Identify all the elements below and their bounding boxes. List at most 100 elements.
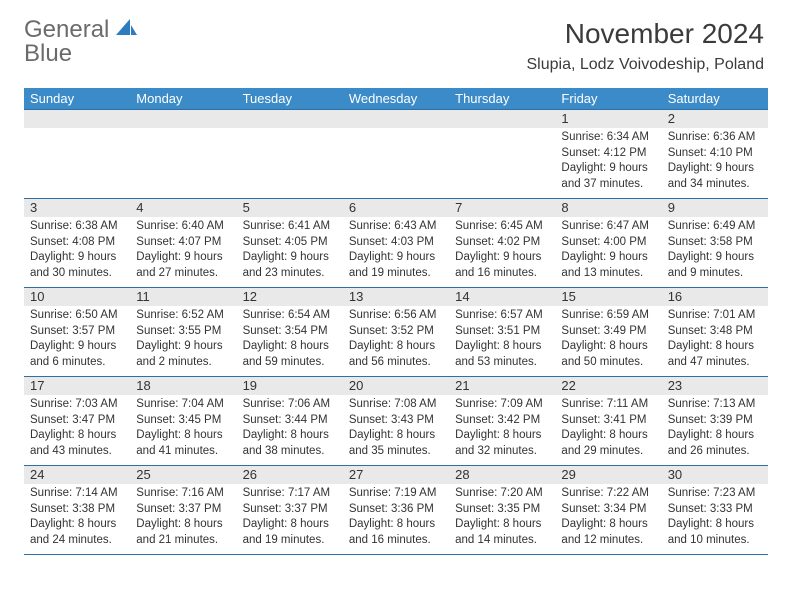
info-line: Sunset: 4:03 PM xyxy=(349,235,443,251)
info-row: Sunrise: 6:34 AMSunset: 4:12 PMDaylight:… xyxy=(24,128,768,198)
date-number: 29 xyxy=(555,466,661,484)
info-line: Sunrise: 6:47 AM xyxy=(561,219,655,235)
info-line: Sunset: 3:47 PM xyxy=(30,413,124,429)
date-number: 17 xyxy=(24,377,130,395)
info-line: Sunset: 3:57 PM xyxy=(30,324,124,340)
logo-word2: Blue xyxy=(24,40,72,67)
info-line: and 35 minutes. xyxy=(349,444,443,460)
day-info: Sunrise: 7:08 AMSunset: 3:43 PMDaylight:… xyxy=(343,395,449,465)
day-info: Sunrise: 7:04 AMSunset: 3:45 PMDaylight:… xyxy=(130,395,236,465)
info-line: and 10 minutes. xyxy=(668,533,762,549)
info-line: Sunset: 3:35 PM xyxy=(455,502,549,518)
dow-cell: Tuesday xyxy=(237,88,343,109)
info-line: Daylight: 8 hours xyxy=(455,517,549,533)
info-line: Daylight: 9 hours xyxy=(561,161,655,177)
header: General Blue November 2024 Slupia, Lodz … xyxy=(0,0,792,74)
info-line: Sunset: 3:36 PM xyxy=(349,502,443,518)
info-line: Sunrise: 7:06 AM xyxy=(243,397,337,413)
info-line: Daylight: 8 hours xyxy=(30,517,124,533)
date-row: 10111213141516 xyxy=(24,287,768,306)
info-line: and 41 minutes. xyxy=(136,444,230,460)
info-line: and 13 minutes. xyxy=(561,266,655,282)
info-line: Sunset: 3:51 PM xyxy=(455,324,549,340)
info-line: and 53 minutes. xyxy=(455,355,549,371)
info-line: Daylight: 8 hours xyxy=(561,339,655,355)
info-line: Sunset: 4:10 PM xyxy=(668,146,762,162)
date-number: 2 xyxy=(662,110,768,128)
date-number: 1 xyxy=(555,110,661,128)
day-info: Sunrise: 6:52 AMSunset: 3:55 PMDaylight:… xyxy=(130,306,236,376)
date-number: 19 xyxy=(237,377,343,395)
info-line: Sunset: 3:55 PM xyxy=(136,324,230,340)
info-line: Sunset: 3:41 PM xyxy=(561,413,655,429)
day-info xyxy=(343,128,449,198)
info-line: Sunset: 3:33 PM xyxy=(668,502,762,518)
day-info: Sunrise: 6:40 AMSunset: 4:07 PMDaylight:… xyxy=(130,217,236,287)
date-number: 21 xyxy=(449,377,555,395)
info-line: Sunrise: 7:14 AM xyxy=(30,486,124,502)
info-line: Daylight: 8 hours xyxy=(136,428,230,444)
date-number: 4 xyxy=(130,199,236,217)
date-number xyxy=(130,110,236,128)
date-row: 12 xyxy=(24,109,768,128)
date-number: 14 xyxy=(449,288,555,306)
month-title: November 2024 xyxy=(526,18,764,50)
info-line: and 9 minutes. xyxy=(668,266,762,282)
date-number: 30 xyxy=(662,466,768,484)
info-line: Sunrise: 6:38 AM xyxy=(30,219,124,235)
day-of-week-header: SundayMondayTuesdayWednesdayThursdayFrid… xyxy=(24,88,768,109)
day-info xyxy=(130,128,236,198)
date-number: 25 xyxy=(130,466,236,484)
dow-cell: Monday xyxy=(130,88,236,109)
date-number xyxy=(343,110,449,128)
day-info: Sunrise: 6:36 AMSunset: 4:10 PMDaylight:… xyxy=(662,128,768,198)
info-line: Sunset: 3:52 PM xyxy=(349,324,443,340)
info-line: and 37 minutes. xyxy=(561,177,655,193)
info-line: Sunrise: 6:41 AM xyxy=(243,219,337,235)
date-number: 27 xyxy=(343,466,449,484)
info-line: Daylight: 8 hours xyxy=(349,517,443,533)
logo-text: General Blue xyxy=(24,18,138,66)
day-info: Sunrise: 7:11 AMSunset: 3:41 PMDaylight:… xyxy=(555,395,661,465)
date-number: 9 xyxy=(662,199,768,217)
info-row: Sunrise: 7:14 AMSunset: 3:38 PMDaylight:… xyxy=(24,484,768,554)
date-number: 15 xyxy=(555,288,661,306)
info-line: and 19 minutes. xyxy=(243,533,337,549)
date-row: 3456789 xyxy=(24,198,768,217)
dow-cell: Saturday xyxy=(662,88,768,109)
date-number: 7 xyxy=(449,199,555,217)
info-line: and 30 minutes. xyxy=(30,266,124,282)
info-line: Sunrise: 7:20 AM xyxy=(455,486,549,502)
title-block: November 2024 Slupia, Lodz Voivodeship, … xyxy=(526,18,764,74)
day-info: Sunrise: 7:16 AMSunset: 3:37 PMDaylight:… xyxy=(130,484,236,554)
date-number: 22 xyxy=(555,377,661,395)
dow-cell: Sunday xyxy=(24,88,130,109)
info-line: Sunset: 3:37 PM xyxy=(136,502,230,518)
date-number: 24 xyxy=(24,466,130,484)
date-number: 6 xyxy=(343,199,449,217)
info-line: Sunrise: 7:11 AM xyxy=(561,397,655,413)
info-line: and 6 minutes. xyxy=(30,355,124,371)
info-line: Daylight: 8 hours xyxy=(136,517,230,533)
date-number: 28 xyxy=(449,466,555,484)
info-line: Sunset: 3:37 PM xyxy=(243,502,337,518)
date-number xyxy=(449,110,555,128)
info-line: Sunset: 3:48 PM xyxy=(668,324,762,340)
info-line: Sunset: 3:49 PM xyxy=(561,324,655,340)
info-line: Daylight: 8 hours xyxy=(455,428,549,444)
info-line: Daylight: 8 hours xyxy=(243,339,337,355)
info-line: Daylight: 9 hours xyxy=(668,161,762,177)
day-info: Sunrise: 6:43 AMSunset: 4:03 PMDaylight:… xyxy=(343,217,449,287)
info-line: Daylight: 8 hours xyxy=(349,339,443,355)
info-line: Daylight: 9 hours xyxy=(136,250,230,266)
info-line: Sunrise: 6:57 AM xyxy=(455,308,549,324)
info-line: and 21 minutes. xyxy=(136,533,230,549)
day-info: Sunrise: 7:09 AMSunset: 3:42 PMDaylight:… xyxy=(449,395,555,465)
info-line: Sunrise: 7:17 AM xyxy=(243,486,337,502)
info-line: Sunrise: 6:34 AM xyxy=(561,130,655,146)
info-line: Sunrise: 6:52 AM xyxy=(136,308,230,324)
day-info: Sunrise: 7:13 AMSunset: 3:39 PMDaylight:… xyxy=(662,395,768,465)
day-info: Sunrise: 6:34 AMSunset: 4:12 PMDaylight:… xyxy=(555,128,661,198)
info-line: Sunrise: 7:23 AM xyxy=(668,486,762,502)
info-line: Sunset: 3:34 PM xyxy=(561,502,655,518)
